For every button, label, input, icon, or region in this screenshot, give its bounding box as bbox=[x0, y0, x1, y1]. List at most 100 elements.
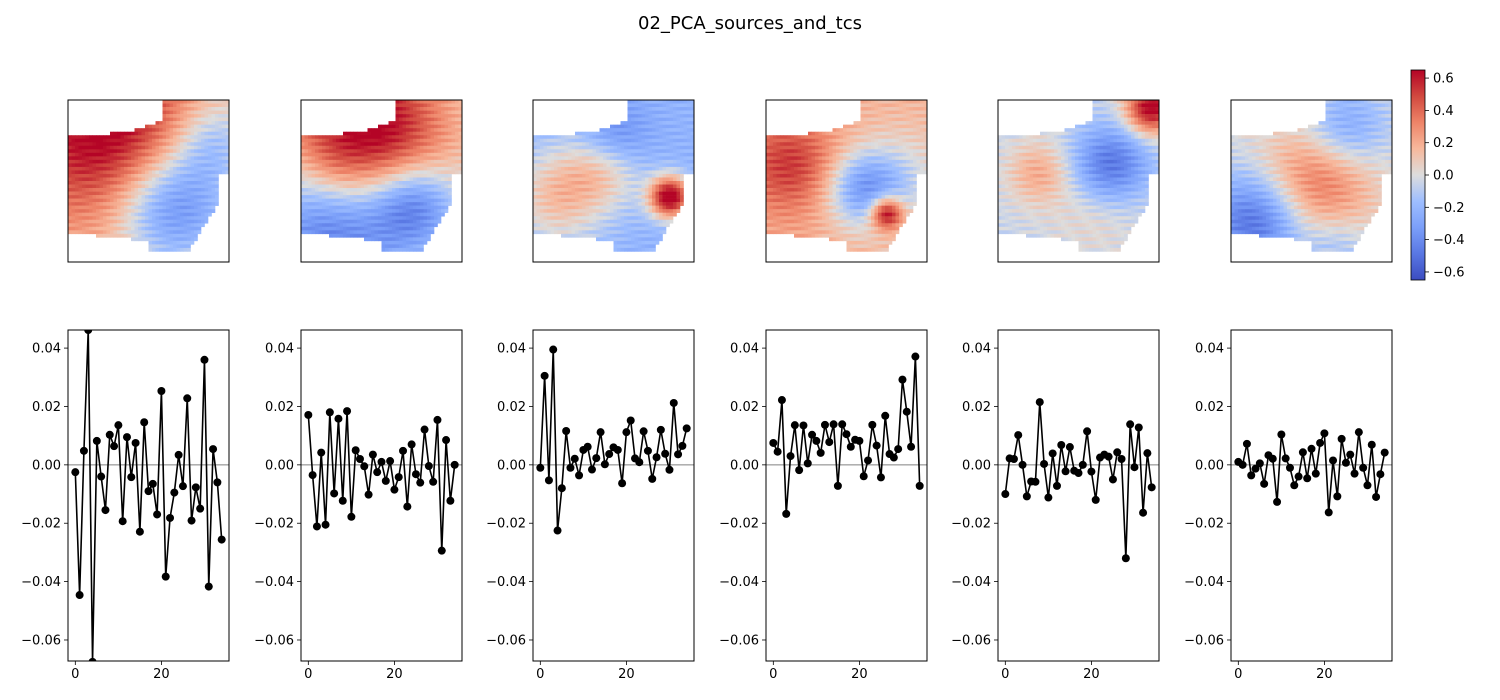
map-cell bbox=[218, 163, 223, 168]
map-cell bbox=[603, 233, 607, 238]
map-cell bbox=[166, 110, 170, 115]
map-cell bbox=[96, 195, 100, 199]
map-cell bbox=[406, 237, 410, 242]
map-cell bbox=[582, 177, 586, 182]
map-cell bbox=[208, 152, 212, 157]
map-cell bbox=[641, 170, 646, 175]
map-cell bbox=[322, 205, 326, 210]
map-cell bbox=[364, 170, 368, 175]
map-cell bbox=[645, 100, 649, 104]
map-cell bbox=[662, 198, 667, 203]
map-cell bbox=[148, 159, 153, 164]
map-cell bbox=[304, 202, 309, 206]
map-cell bbox=[304, 135, 309, 140]
map-cell bbox=[222, 156, 226, 161]
map-cell bbox=[561, 184, 565, 189]
map-cell bbox=[878, 145, 882, 150]
map-cell bbox=[599, 209, 604, 213]
map-cell bbox=[215, 138, 219, 143]
map-cell bbox=[159, 244, 163, 249]
map-cell bbox=[655, 181, 660, 185]
map-cell bbox=[318, 138, 323, 143]
map-cell bbox=[141, 188, 146, 192]
map-cell bbox=[304, 212, 309, 217]
map-cell bbox=[536, 138, 541, 143]
map-cell bbox=[680, 166, 684, 171]
map-cell bbox=[652, 226, 656, 231]
map-cell bbox=[631, 163, 635, 168]
map-cell bbox=[159, 128, 163, 132]
map-cell bbox=[169, 209, 174, 213]
map-cell bbox=[648, 103, 653, 108]
map-cell bbox=[402, 191, 407, 196]
map-cell bbox=[82, 156, 86, 161]
map-cell bbox=[166, 181, 170, 185]
map-cell bbox=[385, 247, 389, 252]
map-cell bbox=[92, 156, 97, 161]
map-cell bbox=[427, 131, 431, 136]
map-cell bbox=[536, 163, 541, 168]
map-cell bbox=[631, 170, 635, 175]
map-cell bbox=[106, 230, 111, 235]
map-cell bbox=[78, 152, 83, 157]
map-cell bbox=[152, 138, 156, 143]
map-cell bbox=[155, 237, 160, 242]
map-cell bbox=[592, 198, 597, 203]
map-cell bbox=[402, 230, 407, 235]
map-cell bbox=[676, 124, 681, 129]
map-cell bbox=[402, 195, 407, 199]
map-cell bbox=[641, 244, 646, 249]
map-cell bbox=[211, 131, 216, 136]
map-cell bbox=[190, 152, 195, 157]
map-cell bbox=[71, 142, 76, 147]
map-cell bbox=[547, 205, 551, 210]
map-cell bbox=[610, 216, 614, 221]
map-cell bbox=[110, 205, 114, 210]
map-cell bbox=[197, 117, 202, 122]
map-cell bbox=[304, 230, 309, 235]
map-cell bbox=[561, 188, 565, 192]
map-cell bbox=[215, 128, 219, 132]
map-cell bbox=[451, 128, 456, 132]
map-cell bbox=[638, 240, 642, 245]
map-cell bbox=[201, 107, 205, 111]
map-cell bbox=[655, 230, 660, 235]
map-cell bbox=[180, 170, 184, 175]
map-cell bbox=[634, 230, 639, 235]
map-cell bbox=[420, 145, 424, 150]
map-cell bbox=[881, 145, 886, 150]
map-cell bbox=[578, 205, 583, 210]
map-cell bbox=[318, 149, 323, 154]
map-cell bbox=[455, 149, 459, 154]
map-cell bbox=[606, 209, 611, 213]
map-cell bbox=[162, 103, 167, 108]
map-cell bbox=[148, 181, 153, 185]
map-cell bbox=[187, 131, 191, 136]
map-cell bbox=[399, 198, 403, 203]
map-cell bbox=[148, 244, 153, 249]
map-cell bbox=[627, 247, 632, 252]
map-cell bbox=[458, 131, 463, 136]
map-cell bbox=[652, 152, 656, 157]
map-cell bbox=[416, 219, 421, 224]
map-cell bbox=[360, 223, 365, 228]
map-cell bbox=[648, 121, 653, 125]
map-cell bbox=[350, 202, 354, 206]
map-cell bbox=[409, 124, 414, 129]
map-cell bbox=[155, 202, 160, 206]
map-cell bbox=[89, 212, 93, 217]
map-cell bbox=[906, 121, 910, 125]
map-cell bbox=[85, 145, 90, 150]
map-cell bbox=[304, 138, 309, 143]
map-cell bbox=[652, 128, 656, 132]
map-cell bbox=[399, 244, 403, 249]
map-cell bbox=[332, 184, 337, 189]
map-cell bbox=[322, 195, 326, 199]
map-cell bbox=[434, 138, 438, 143]
map-cell bbox=[434, 159, 438, 164]
map-cell bbox=[124, 198, 128, 203]
map-cell bbox=[162, 163, 167, 168]
map-cell bbox=[395, 226, 400, 231]
map-cell bbox=[399, 181, 403, 185]
map-cell bbox=[134, 142, 139, 147]
